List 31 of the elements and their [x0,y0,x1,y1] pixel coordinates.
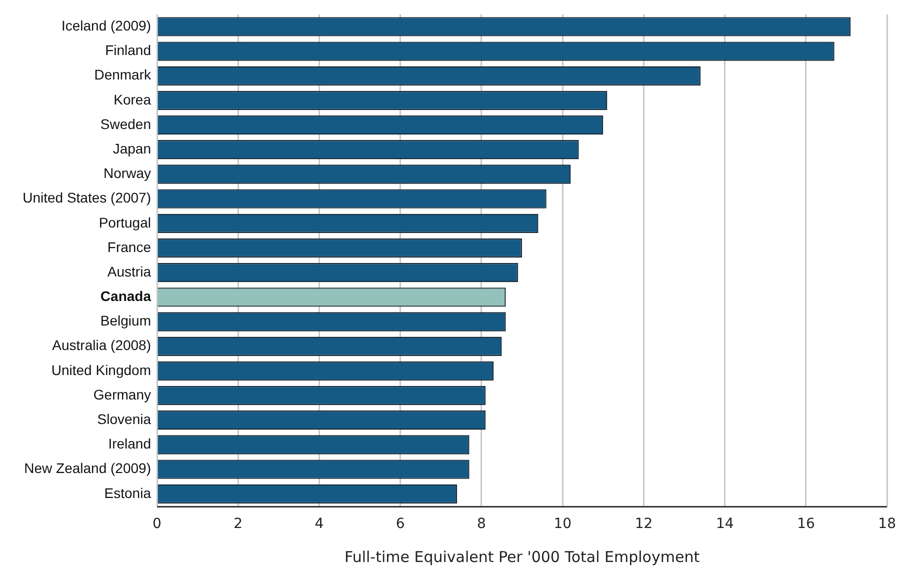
x-tick-label: 8 [477,516,486,532]
x-tick-label: 0 [152,516,162,532]
x-tick-label: 2 [234,516,243,532]
y-tick-label: United States (2007) [22,190,151,206]
x-tick-label: 4 [314,516,324,532]
y-tick-label: United Kingdom [51,362,151,378]
y-tick-label: Japan [112,140,151,157]
y-tick-label: New Zealand (2009) [24,460,151,476]
x-tick-label: 16 [797,516,815,532]
x-tick-label: 10 [554,516,572,532]
y-tick-label: Belgium [100,312,151,329]
y-tick-label: Denmark [94,66,152,83]
x-tick-label: 14 [716,516,734,532]
x-tick-label: 12 [634,516,653,532]
y-tick-label: Australia (2008) [52,337,151,354]
x-tick-label: 6 [396,516,405,532]
y-tick-label: Slovenia [97,410,152,427]
y-tick-label: Canada [100,288,152,304]
y-tick-label: Finland [105,42,151,58]
y-tick-label: Sweden [100,116,151,132]
x-tick-label: 18 [878,516,896,532]
y-tick-label: France [107,238,152,255]
y-tick-label: Korea [114,91,152,108]
y-tick-label: Portugal [98,214,151,230]
y-tick-label: Estonia [104,484,152,501]
y-tick-label: Ireland [108,436,151,452]
y-tick-label: Germany [93,386,151,402]
y-tick-label: Norway [104,165,151,182]
y-tick-label: Iceland (2009) [61,18,151,34]
y-tick-label: Austria [107,263,152,280]
x-axis-title: Full-time Equivalent Per '000 Total Employment [344,548,700,566]
